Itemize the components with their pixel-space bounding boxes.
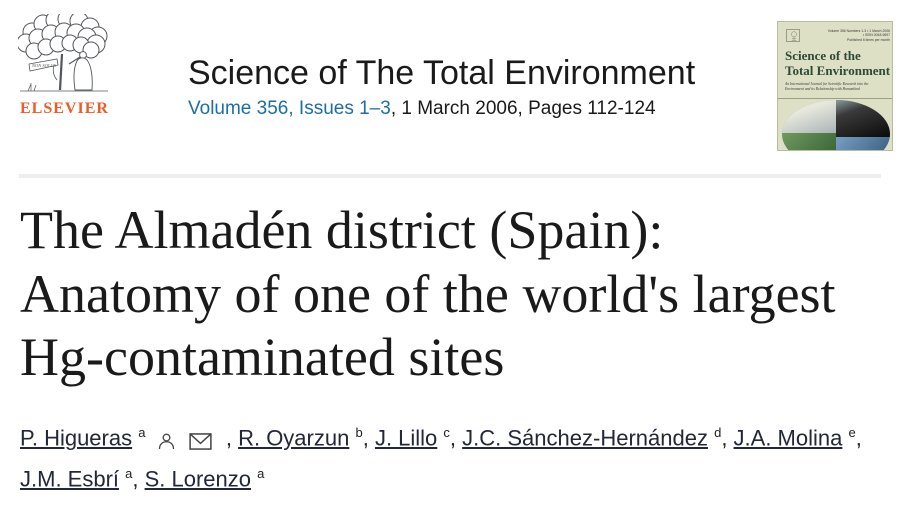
svg-text:NON SOLUS: NON SOLUS	[31, 63, 57, 68]
